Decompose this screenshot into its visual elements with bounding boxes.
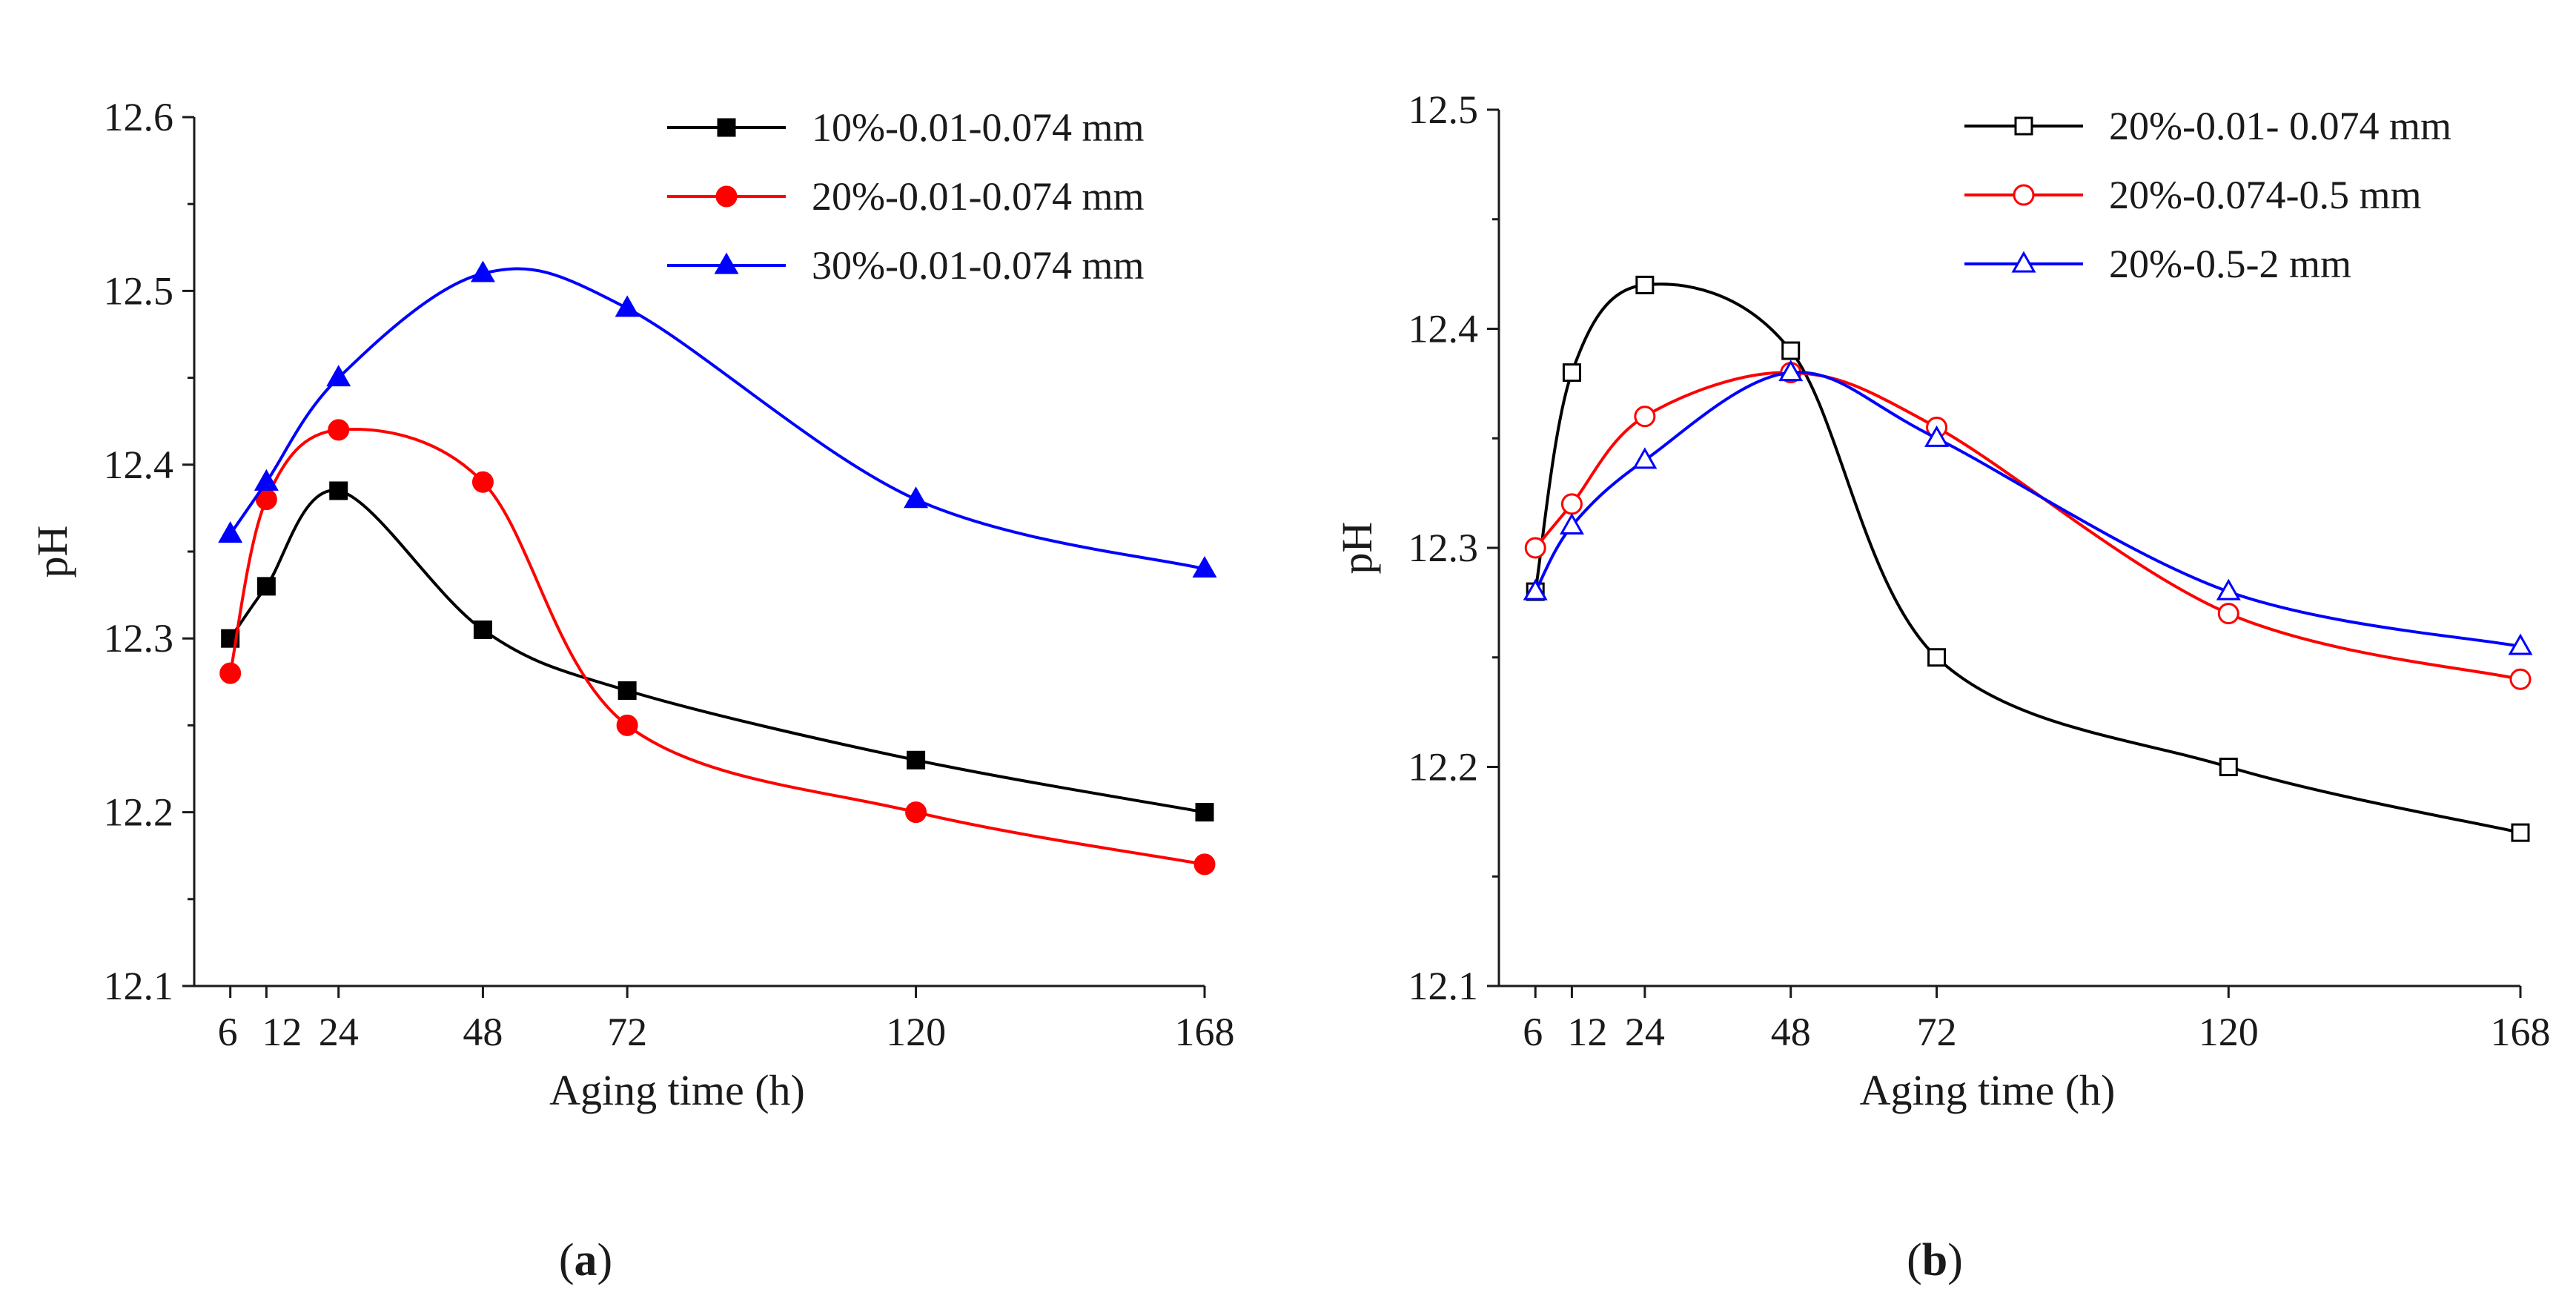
panel-b-series-2-point [1560, 493, 1583, 515]
caption-a-close: ) [597, 1235, 613, 1286]
panel-b-legend-label-3: 20%-0.5-2 mm [2109, 242, 2351, 286]
panel-b-series-1-point [1635, 275, 1655, 294]
panel-a-series-3-point [615, 295, 640, 317]
panel-b-y-tick-label: 12.5 [1408, 87, 1479, 132]
panel-b-series-3-point [2216, 578, 2241, 600]
panel-a-series-3-point [470, 260, 495, 282]
panel-a-legend-label-3: 30%-0.01-0.074 mm [812, 243, 1144, 288]
panel-a-series-3-point [254, 469, 279, 491]
caption-b-letter: b [1922, 1235, 1947, 1286]
panel-a-y-tick-label: 12.2 [104, 790, 174, 835]
panel-b-x-tick-label: 24 [1625, 1010, 1665, 1054]
panel-b-series-3-point [1924, 425, 1950, 447]
panel-a-series-3-line [229, 267, 1205, 571]
panel-b-legend-marker-1 [2014, 116, 2033, 136]
panel-a-legend-label-2: 20%-0.01-0.074 mm [812, 174, 1144, 219]
panel-b-x-tick-label: 72 [1917, 1010, 1957, 1054]
panel-a-x-tick-label: 168 [1175, 1010, 1235, 1054]
panel-b-legend-marker-2 [2013, 184, 2035, 206]
panel-b-series-1-point [1562, 363, 1581, 383]
panel-a-legend-marker-2 [715, 185, 738, 208]
panel-b-x-tick-label: 12 [1567, 1010, 1607, 1054]
panel-b-y-tick-label: 12.3 [1408, 526, 1479, 570]
panel-a-x-tick-label: 6 [218, 1010, 238, 1054]
caption-a-open: ( [559, 1235, 575, 1286]
panel-b-series-3-point [2508, 633, 2533, 655]
panel-a-series-2-point [616, 714, 638, 736]
panel-a-series-1-point [617, 681, 637, 701]
panel-b-series-1-point [1927, 648, 1947, 667]
panel-b-series-1-point [2219, 758, 2238, 776]
caption-a: (a) [559, 1235, 612, 1286]
panel-a-series-2-line [228, 428, 1205, 866]
panel-a-series-3-point [1192, 556, 1217, 578]
caption-a-letter: a [575, 1235, 597, 1286]
panel-a-x-tick-label: 12 [262, 1010, 302, 1054]
panel-a-legend-marker-3 [714, 252, 739, 274]
panel-a-series-3-point [904, 486, 929, 509]
panel-a-series-1-point [907, 750, 926, 770]
panel-a-y-tick-label: 12.3 [104, 616, 174, 661]
panel-a-series-1-point [329, 481, 348, 500]
panel-b-x-tick-label: 6 [1523, 1010, 1543, 1054]
caption-b-open: ( [1907, 1235, 1922, 1286]
panel-b-axes [1497, 110, 2520, 987]
panel-b-y-tick-label: 12.4 [1408, 307, 1479, 351]
panel-b-series-3-point [1778, 360, 1804, 382]
panel-a-x-axis-title: Aging time (h) [549, 1066, 805, 1114]
panel-a-series-2-point [328, 419, 350, 441]
panel-b-y-axis-title: pH [1333, 522, 1381, 575]
panel-a-legend-marker-1 [717, 118, 736, 137]
panel-a-legend-label-1: 10%-0.01-0.074 mm [812, 105, 1144, 150]
panel-b-series-2-line [1534, 371, 2521, 681]
panel-b-series-3-point [1559, 513, 1584, 535]
panel-a-series-1-line [229, 489, 1205, 814]
panel-a-y-axis-title: pH [28, 526, 76, 578]
panel-b-series-1-point [2511, 823, 2530, 842]
panel-a-series-3-point [326, 365, 351, 387]
panel-a-series-2-point [905, 801, 927, 824]
panel-b-series-1-line [1534, 282, 2521, 835]
panel-b-series-3-line [1534, 371, 2521, 648]
panel-a: 12.1 12.2 12.3 12.4 12.5 12.6 6 12 24 48 72 120 168 A… [28, 95, 1235, 1114]
panel-b-y-tick-label: 12.2 [1408, 745, 1479, 790]
panel-b-x-tick-label: 120 [2199, 1010, 2259, 1054]
panel-a-series-1-point [473, 620, 492, 639]
panel-a-series-2-point [219, 662, 242, 684]
panel-b-series-2-point [1634, 406, 1656, 428]
panel-a-y-tick-label: 12.1 [104, 964, 174, 1008]
panel-b-series-2-point [1524, 537, 1546, 559]
panel-a-series-2-point [1193, 853, 1216, 876]
panel-b: 12.1 12.2 12.3 12.4 12.5 6 12 24 48 72 120 168 Aging… [1333, 87, 2551, 1114]
panel-a-x-tick-label: 72 [607, 1010, 647, 1054]
panel-b-series-1-point [1781, 341, 1801, 360]
panel-a-y-tick-label: 12.4 [104, 443, 174, 487]
panel-a-x-tick-label: 24 [319, 1010, 359, 1054]
panel-a-y-tick-label: 12.5 [104, 268, 174, 313]
caption-b: (b) [1907, 1235, 1963, 1286]
panel-a-series-1-point [1195, 803, 1214, 822]
panel-a-y-tick-label: 12.6 [104, 95, 174, 139]
panel-b-y-tick-label: 12.1 [1408, 964, 1479, 1008]
panel-b-series-2-point [2509, 668, 2532, 690]
panel-b-x-tick-label: 168 [2491, 1010, 2551, 1054]
panel-b-legend-marker-3 [2011, 251, 2036, 273]
panel-a-x-tick-label: 48 [463, 1010, 503, 1054]
panel-a-series-2-point [471, 471, 494, 493]
panel-b-x-tick-label: 48 [1771, 1010, 1811, 1054]
panel-a-x-tick-label: 120 [886, 1010, 946, 1054]
panel-b-legend-label-1: 20%-0.01- 0.074 mm [2109, 104, 2451, 148]
panel-b-series-3-point [1523, 578, 1548, 600]
panel-b-legend-label-2: 20%-0.074-0.5 mm [2109, 173, 2421, 217]
panel-a-series-1-point [256, 577, 276, 596]
panel-a-series-3-point [218, 521, 243, 543]
panel-b-x-axis-title: Aging time (h) [1860, 1066, 2116, 1114]
caption-b-close: ) [1947, 1235, 1963, 1286]
panel-b-series-3-point [1632, 447, 1658, 469]
panel-b-series-2-point [2217, 603, 2239, 625]
